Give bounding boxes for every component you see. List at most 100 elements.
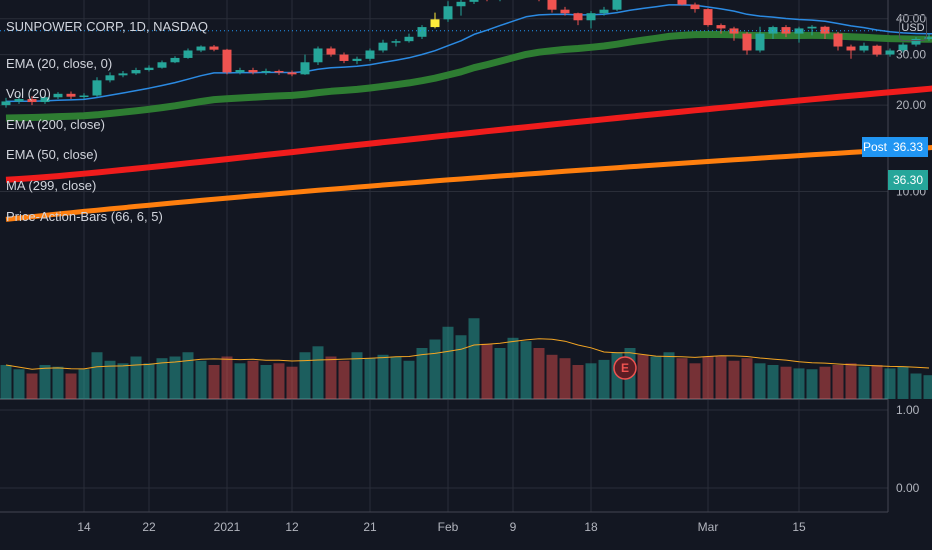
volume-bar [39, 365, 51, 399]
volume-bar [403, 360, 415, 399]
candle-body [898, 44, 908, 51]
time-tick-label: Mar [698, 520, 719, 534]
volume-bar [546, 354, 558, 399]
legend-ema-200[interactable]: EMA (200, close) [6, 116, 105, 132]
candle-body [183, 50, 193, 58]
candle-body [755, 33, 765, 51]
candle-body [430, 19, 440, 28]
candle-body [690, 4, 700, 10]
legend-ma-299[interactable]: MA (299, close) [6, 177, 97, 193]
volume-bar [689, 363, 701, 399]
candle-body [248, 70, 258, 73]
ma-299-line [5, 145, 932, 222]
legend-vol-20[interactable]: Vol (20) [6, 86, 51, 102]
legend-price-action-bars[interactable]: Price-Action-Bars (66, 6, 5) [6, 208, 163, 224]
post-label-tag: Post [862, 137, 888, 157]
candle-body [170, 57, 180, 63]
candle-body [300, 62, 310, 75]
volume-bar [156, 358, 168, 399]
candle-body [807, 26, 817, 29]
candle-body [287, 72, 297, 75]
currency-button[interactable]: USD [899, 15, 927, 41]
volume-bar [104, 360, 116, 399]
candle-body [391, 41, 401, 43]
candle-body [404, 36, 414, 42]
volume-bar [858, 366, 870, 399]
candle-body [599, 9, 609, 14]
volume-bar [364, 358, 376, 399]
candle-body [833, 33, 843, 47]
legend-ema-50[interactable]: EMA (50, close) [6, 147, 98, 163]
lower-tick-label: 1.00 [896, 403, 920, 417]
volume-bar [884, 368, 896, 399]
candle-body [235, 70, 245, 73]
volume-bar [143, 363, 155, 399]
legend-ema-20[interactable]: EMA (20, close, 0) [6, 55, 113, 71]
candle-body [40, 97, 50, 103]
symbol-title[interactable]: SUNPOWER CORP, 1D, NASDAQ [6, 19, 209, 34]
candle-body [157, 62, 167, 68]
candle-body [417, 27, 427, 37]
candle-body [469, 0, 479, 2]
candle-body [703, 9, 713, 26]
volume-bar [923, 375, 932, 399]
candle-body [209, 46, 219, 50]
volume-bar [117, 363, 129, 399]
candle-body [820, 26, 830, 34]
post-price-tag: 36.33 [888, 137, 928, 157]
candle-body [261, 70, 271, 73]
volume-bar [767, 365, 779, 399]
candle-body [1, 101, 11, 106]
volume-bar [312, 346, 324, 399]
volume-bar [845, 363, 857, 399]
candle-body [547, 0, 557, 10]
candle-body [924, 37, 932, 39]
volume-bar [247, 360, 259, 399]
price-tick-label: 20.00 [896, 98, 926, 112]
volume-bar [572, 365, 584, 399]
volume-bar [754, 363, 766, 399]
time-tick-label: 9 [510, 520, 517, 534]
candle-body [560, 9, 570, 14]
volume-bar [130, 356, 142, 399]
volume-bar [416, 348, 428, 399]
time-tick-label: 18 [584, 520, 598, 534]
time-tick-label: 15 [792, 520, 806, 534]
time-tick-label: 21 [363, 520, 377, 534]
volume-bar [793, 368, 805, 399]
candles [1, 0, 932, 108]
time-tick-label: 2021 [214, 520, 241, 534]
volume-bar [663, 352, 675, 399]
time-tick-label: 22 [142, 520, 156, 534]
candle-body [14, 99, 24, 102]
volume-bar [169, 356, 181, 399]
volume-bar [0, 365, 12, 399]
candle-body [586, 13, 596, 21]
volume-bar [52, 366, 64, 399]
volume-bar [728, 360, 740, 399]
volume-bar [819, 366, 831, 399]
volume-bar [78, 369, 90, 399]
candle-body [144, 67, 154, 71]
candle-body [196, 46, 206, 51]
volume-bar [91, 352, 103, 399]
candle-body [612, 0, 622, 10]
candle-body [456, 1, 466, 7]
volume-bar [637, 354, 649, 399]
volume-bar [26, 373, 38, 399]
candle-body [742, 33, 752, 51]
volume-bar [871, 365, 883, 399]
candle-body [716, 25, 726, 29]
last-price-tag: 36.30 [888, 170, 928, 190]
volume-bar [520, 341, 532, 399]
volume-bar [286, 366, 298, 399]
volume-bar [494, 348, 506, 399]
candle-body [885, 50, 895, 55]
candle-body [859, 45, 869, 51]
volume-bar [273, 363, 285, 399]
volume-bar [455, 335, 467, 399]
candle-body [846, 46, 856, 51]
volume-bar [780, 366, 792, 399]
volume-bar [715, 356, 727, 399]
